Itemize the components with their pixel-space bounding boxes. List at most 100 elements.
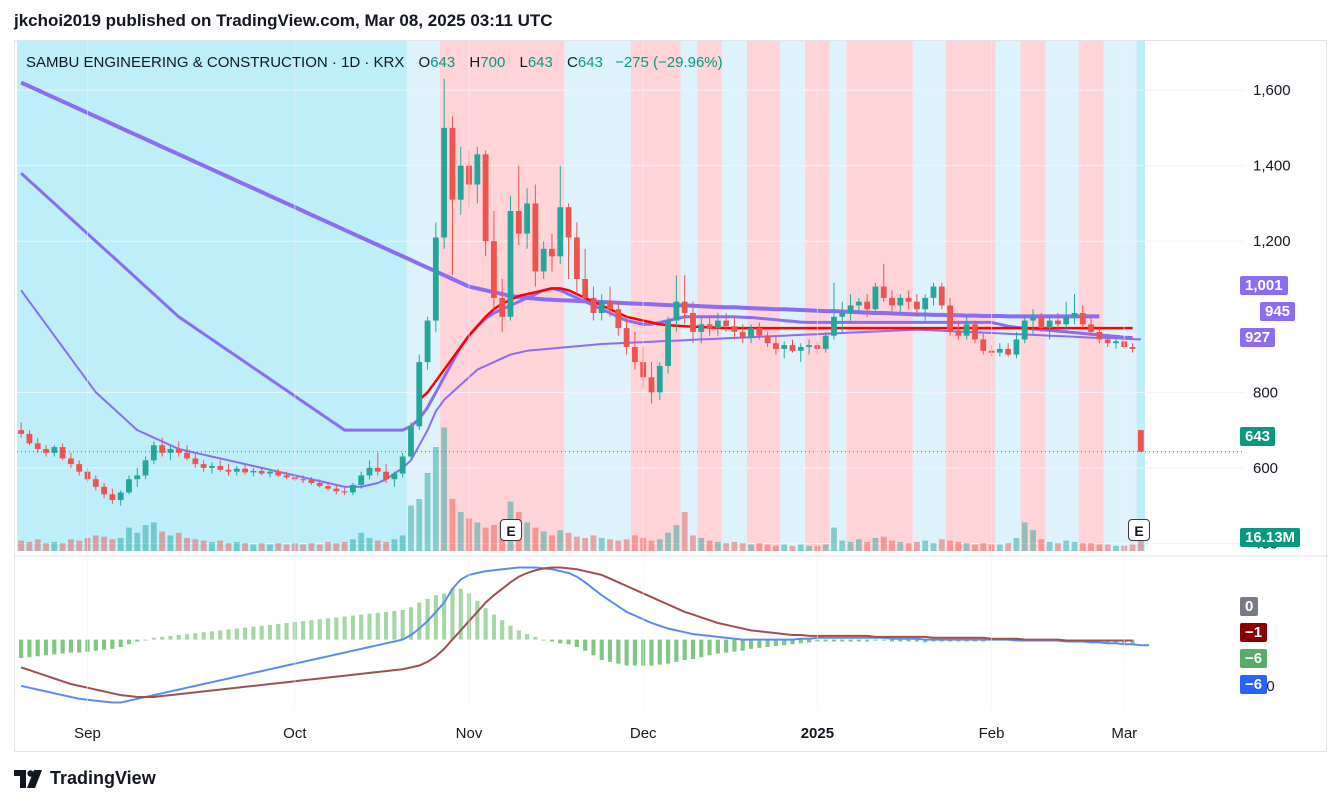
- candle-body: [632, 347, 638, 363]
- macd-histogram-bar: [342, 616, 347, 640]
- candle-body: [839, 313, 846, 317]
- price-tick-label: 1,400: [1253, 158, 1291, 175]
- macd-histogram-bar: [516, 630, 521, 640]
- volume-bar: [557, 530, 564, 551]
- background-zone-17: [1045, 41, 1079, 551]
- macd-histogram-bar: [607, 639, 613, 662]
- macd-histogram-bar: [68, 639, 73, 653]
- macd-histogram-bar: [317, 619, 322, 640]
- chart-frame[interactable]: 1,6001,4001,200800600400-50SepOctNovDec2…: [14, 40, 1328, 753]
- candle-body: [739, 331, 746, 338]
- macd-histogram-bar: [60, 639, 65, 654]
- candle-body: [408, 426, 414, 457]
- candle-body: [416, 362, 423, 427]
- volume-bar: [947, 540, 953, 551]
- legend-close-label: C: [567, 54, 578, 71]
- macd-histogram-bar: [184, 634, 190, 640]
- earnings-badge-mar[interactable]: E: [1128, 519, 1150, 541]
- macd-histogram-bar: [475, 600, 480, 640]
- macd-histogram-bar: [442, 593, 447, 640]
- legend-change: −275 (−29.96%): [615, 54, 723, 71]
- macd-histogram-bar: [176, 635, 181, 640]
- earnings-badge-nov[interactable]: E: [500, 519, 522, 541]
- background-zone-5: [680, 41, 698, 551]
- time-tick-label: Oct: [283, 725, 307, 742]
- ma-long-tag: 1,001: [1240, 276, 1288, 295]
- volume-bar: [955, 541, 962, 551]
- volume-bar: [806, 545, 812, 551]
- candle-body: [963, 324, 970, 336]
- volume-bar: [540, 531, 547, 551]
- macd-histogram-bar: [110, 639, 115, 649]
- chart-canvas[interactable]: 1,6001,4001,200800600400-50SepOctNovDec2…: [15, 41, 1328, 753]
- volume-bar: [250, 544, 257, 551]
- volume-bar: [134, 532, 141, 551]
- macd-histogram-bar: [52, 639, 57, 655]
- candle-body: [316, 483, 323, 487]
- macd-histogram-bar: [417, 602, 422, 640]
- candle-body: [175, 449, 182, 453]
- volume-bar: [831, 527, 837, 551]
- background-zone-7: [722, 41, 747, 551]
- price-tick-label: 800: [1253, 384, 1278, 401]
- legend-symbol: SAMBU ENGINEERING & CONSTRUCTION · 1D · …: [26, 54, 405, 71]
- macd-histogram-bar: [715, 639, 720, 654]
- volume-bar: [681, 512, 688, 551]
- candle-body: [159, 445, 166, 453]
- tradingview-logo-icon: [14, 769, 42, 788]
- candle-body: [333, 488, 340, 492]
- macd-histogram-bar: [732, 639, 737, 652]
- candle-body: [233, 468, 240, 472]
- macd-histogram-bar: [583, 639, 588, 651]
- macd-histogram-bar: [218, 630, 223, 640]
- candle-body: [275, 471, 282, 476]
- volume-bar: [217, 540, 224, 551]
- volume-bar: [739, 543, 746, 551]
- macd-histogram-bar: [889, 639, 895, 642]
- candle-body: [184, 452, 190, 459]
- candle-body: [847, 305, 854, 313]
- time-tick-label: 2025: [801, 725, 834, 742]
- macd-histogram-bar: [309, 620, 314, 640]
- macd-histogram-bar: [773, 639, 778, 647]
- candle-body: [723, 320, 730, 327]
- volume-bar: [416, 499, 423, 551]
- macd-histogram-bar: [433, 595, 438, 640]
- volume-bar: [76, 540, 83, 551]
- candle-body: [532, 203, 539, 272]
- volume-bar: [474, 522, 481, 551]
- macd-histogram-bar: [740, 639, 745, 651]
- macd-histogram-bar: [243, 627, 248, 640]
- candle-body: [1088, 324, 1094, 332]
- volume-bar: [457, 512, 464, 551]
- volume-bar: [839, 540, 846, 551]
- volume-bar: [126, 527, 132, 551]
- candle-body: [524, 203, 530, 234]
- candle-body: [51, 447, 58, 453]
- candle-body: [773, 343, 779, 349]
- candle-body: [225, 469, 232, 472]
- macd-histogram-bar: [923, 639, 928, 643]
- volume-bar: [698, 538, 705, 551]
- volume-bar: [1055, 543, 1061, 551]
- candle-body: [980, 339, 987, 351]
- volume-bar: [316, 544, 323, 551]
- macd-histogram-bar: [906, 639, 911, 642]
- volume-bar: [748, 544, 754, 551]
- volume-bar: [1104, 544, 1111, 551]
- volume-bar: [889, 540, 895, 551]
- candle-body: [573, 237, 580, 279]
- volume-bar: [184, 538, 190, 551]
- macd-histogram-bar: [674, 639, 679, 662]
- price-tick-label: 1,200: [1253, 233, 1291, 250]
- candle-body: [59, 447, 66, 459]
- macd-histogram-bar: [400, 610, 405, 640]
- volume-bar: [648, 540, 655, 551]
- macd-histogram-bar: [251, 626, 256, 640]
- volume-bar: [283, 544, 290, 551]
- background-zone-4: [630, 41, 681, 551]
- volume-bar: [350, 539, 356, 551]
- macd-histogram-bar: [483, 608, 488, 640]
- macd-histogram-bar: [491, 614, 496, 640]
- macd-histogram-bar: [135, 639, 140, 642]
